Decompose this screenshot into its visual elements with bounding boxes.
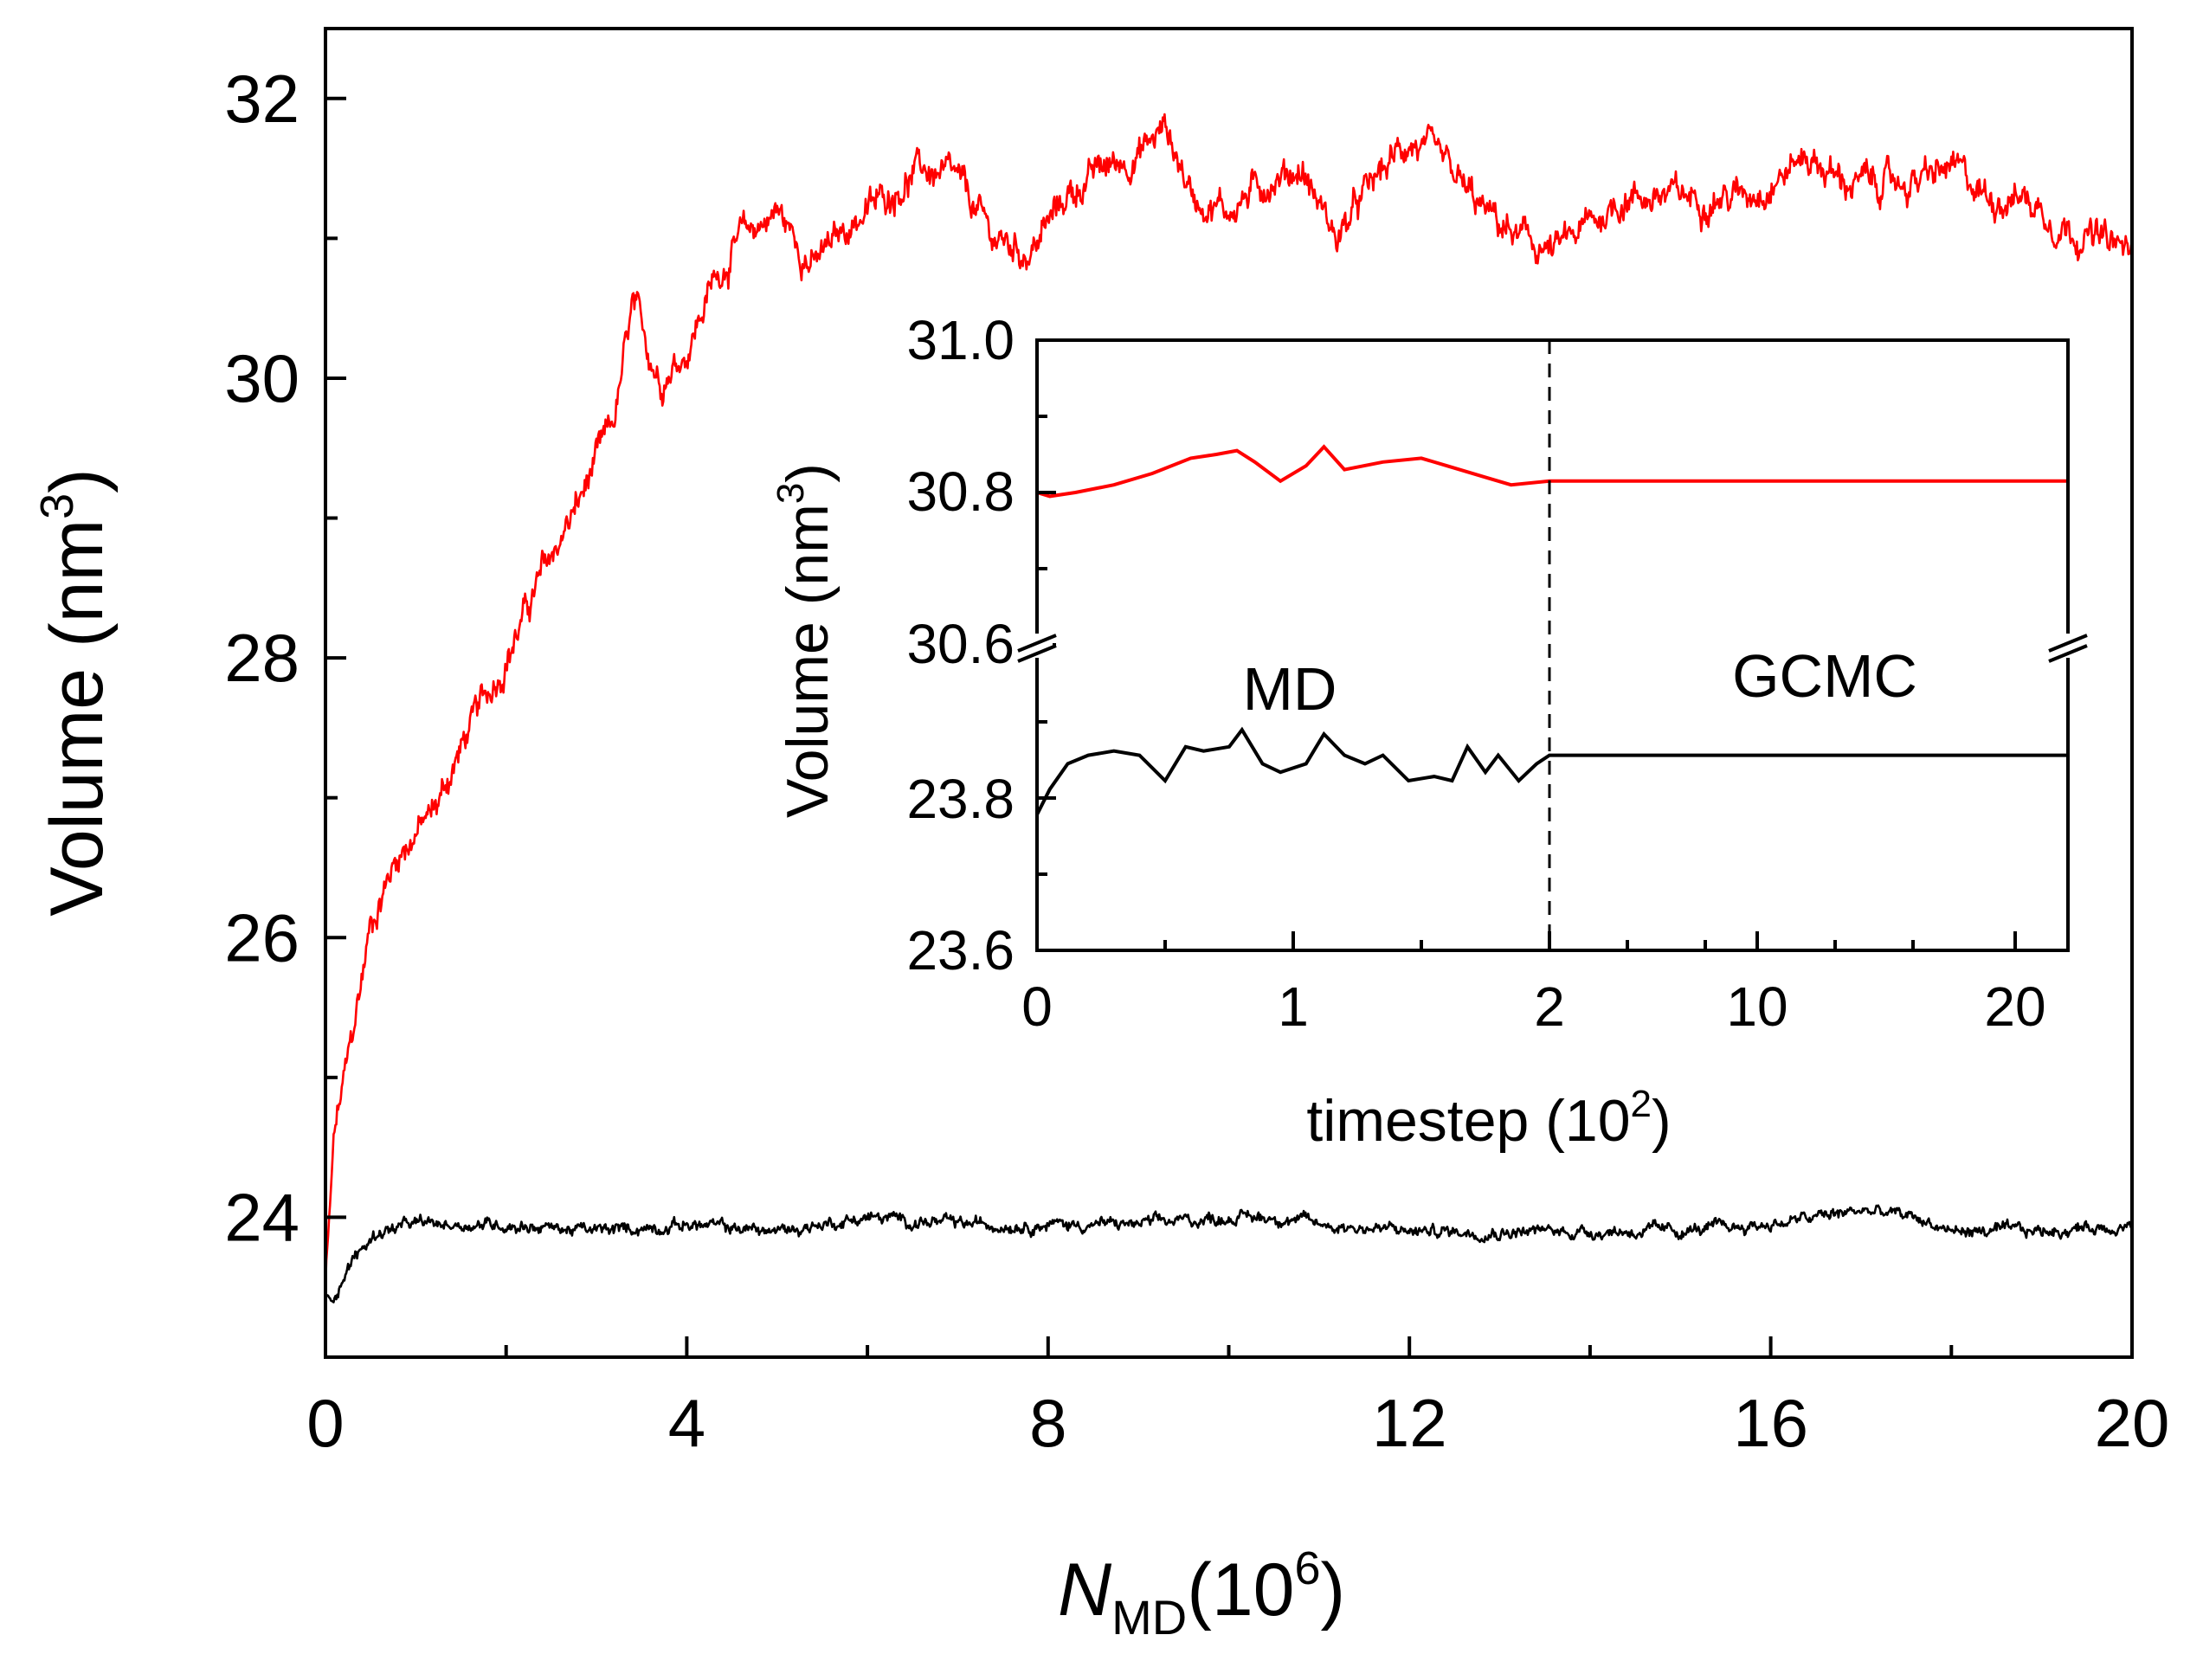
inset-region-label-gcmc: GCMC [1732,642,1917,710]
main-xtick-label-16: 16 [1733,1385,1808,1461]
inset-background [1037,340,2068,950]
main-xtick-label-20: 20 [2095,1385,2170,1461]
main-axis-ticks [324,96,2134,1359]
inset-ytick-label-30.8: 30.8 [906,460,1015,523]
main-red-series-line [324,113,2133,1288]
inset-x-axis-label: timestep (102) [1306,1083,1671,1154]
inset-black-series-line [1035,726,2068,816]
main-plot: 24 26 28 30 32 0 4 8 12 16 20 Volume (nm… [31,27,2170,1645]
inset-y-axis-label: Volume (nm3) [770,463,841,818]
main-xtick-label-0: 0 [306,1385,344,1461]
inset-xtick-label-20: 20 [1984,975,2045,1038]
main-xtick-label-4: 4 [668,1385,705,1461]
main-black-series-line [324,1204,2134,1303]
main-ytick-label-30: 30 [224,340,300,416]
inset-plot: 31.0 30.8 30.6 23.8 23.6 0 1 2 10 20 MD … [770,309,2088,1154]
main-ytick-label-28: 28 [224,620,300,696]
inset-red-series-line [1036,444,2068,499]
main-ytick-label-24: 24 [224,1179,300,1255]
inset-xtick-label-1: 1 [1278,975,1309,1038]
inset-xtick-label-10: 10 [1726,975,1788,1038]
main-xtick-label-12: 12 [1372,1385,1447,1461]
main-ytick-label-26: 26 [224,899,300,975]
inset-xtick-label-2: 2 [1534,975,1565,1038]
inset-ytick-label-23.6: 23.6 [906,919,1015,982]
inset-right-axis-break-icon [2048,634,2088,663]
inset-ytick-label-31.0: 31.0 [906,309,1015,371]
inset-ytick-label-30.6: 30.6 [906,613,1015,675]
inset-ytick-label-23.8: 23.8 [906,768,1015,830]
inset-region-label-md: MD [1243,655,1337,723]
main-y-axis-label: Volume (nm3) [31,468,119,917]
inset-xtick-label-0: 0 [1021,975,1053,1038]
main-x-axis-label: NMD(106) [1058,1542,1345,1645]
main-ytick-label-32: 32 [224,61,300,137]
main-xtick-label-8: 8 [1029,1385,1066,1461]
inset-left-axis-break-icon [1017,634,1057,663]
